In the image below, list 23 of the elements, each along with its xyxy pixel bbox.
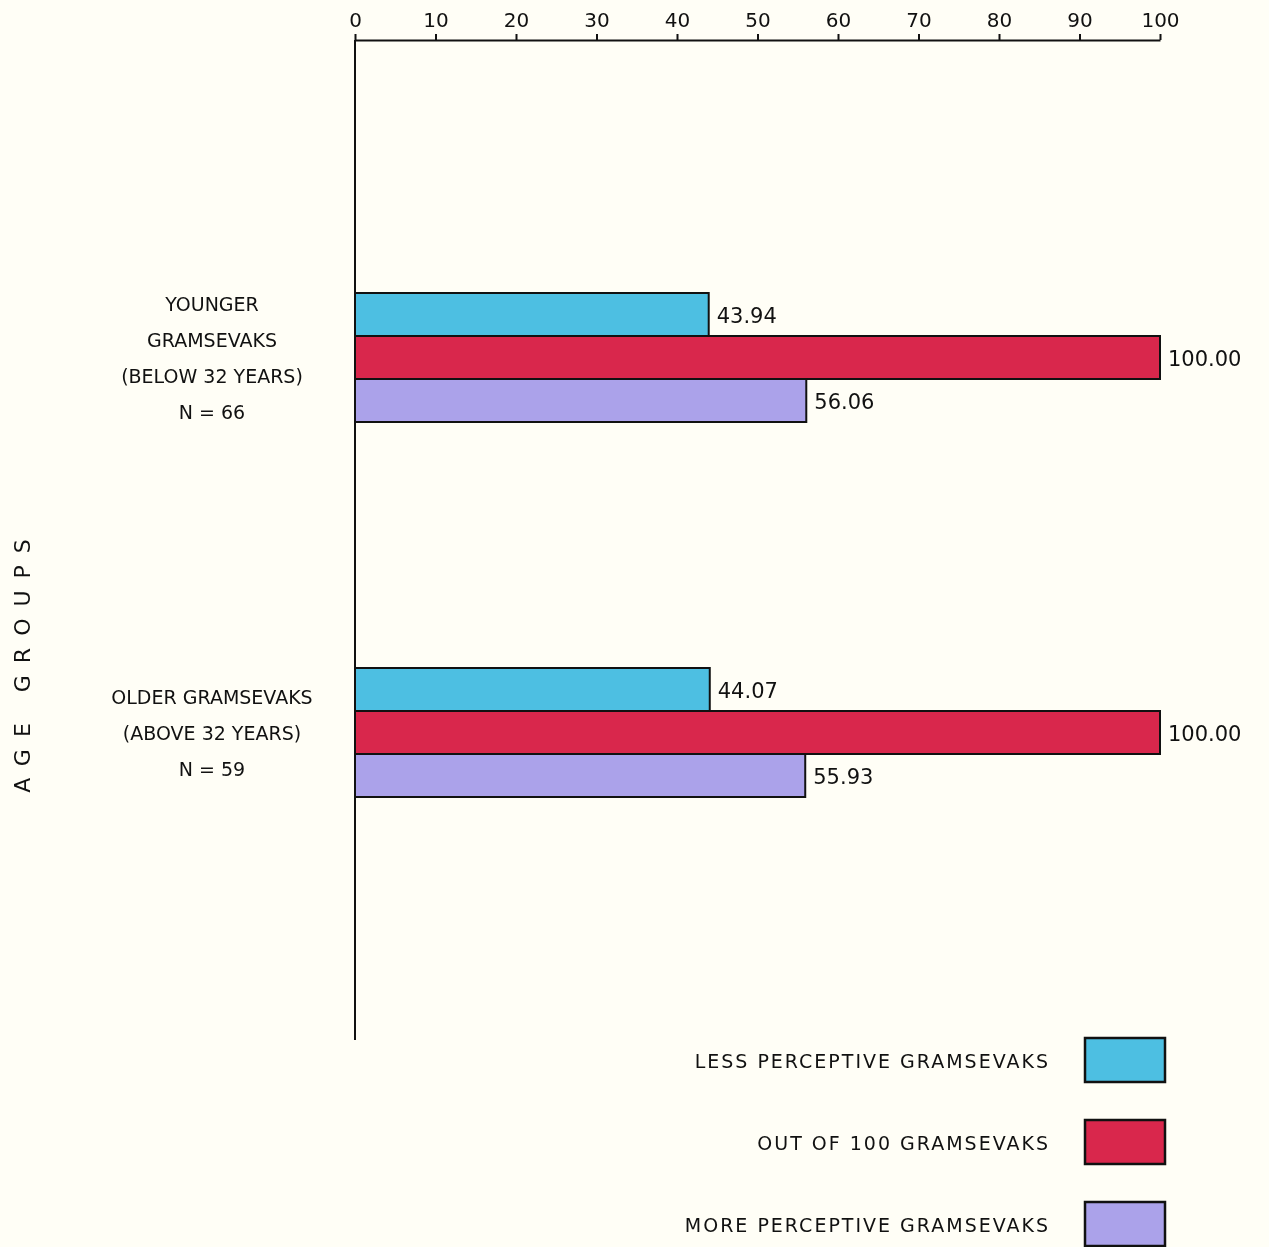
x-tick-label: 20	[503, 8, 530, 32]
x-tick-label: 100	[1141, 8, 1180, 32]
x-tick-label: 10	[423, 8, 449, 32]
data-label: 56.06	[814, 389, 875, 414]
x-tick-label: 60	[825, 8, 852, 32]
x-tick-label: 80	[986, 8, 1013, 32]
y-axis-title: AGE GROUPS	[10, 527, 35, 793]
x-tick-label: 30	[584, 8, 610, 32]
x-tick-label: 0	[349, 8, 362, 32]
x-tick-label: 70	[906, 8, 932, 32]
x-tick-label: 40	[664, 8, 691, 32]
x-tick-label: 50	[745, 8, 771, 32]
data-label: 44.07	[717, 678, 778, 703]
data-label: 100.00	[1168, 721, 1242, 746]
data-label: 55.93	[813, 764, 874, 789]
x-tick-label: 90	[1067, 8, 1093, 32]
data-label: 43.94	[716, 303, 777, 328]
data-label: 100.00	[1168, 346, 1242, 371]
legend-label: LESS PERCEPTIVE GRAMSEVAKS	[694, 1050, 1050, 1072]
legend-label: MORE PERCEPTIVE GRAMSEVAKS	[684, 1214, 1050, 1236]
legend-label: OUT OF 100 GRAMSEVAKS	[757, 1132, 1050, 1154]
y-tick-label: YOUNGER GRAMSEVAKS (BELOW 32 YEARS) N = 66	[121, 292, 303, 423]
y-tick-label: OLDER GRAMSEVAKS (ABOVE 32 YEARS) N = 59	[111, 685, 313, 780]
